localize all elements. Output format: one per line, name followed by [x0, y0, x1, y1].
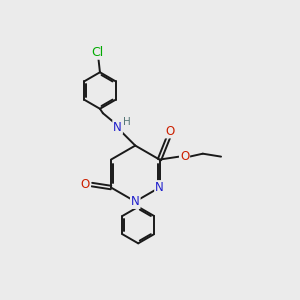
Text: O: O	[165, 124, 174, 137]
Text: O: O	[81, 178, 90, 191]
Text: N: N	[113, 121, 122, 134]
Text: O: O	[180, 150, 189, 163]
Text: H: H	[123, 117, 130, 127]
Text: Cl: Cl	[92, 46, 104, 59]
Text: N: N	[155, 181, 164, 194]
Text: N: N	[131, 195, 140, 208]
